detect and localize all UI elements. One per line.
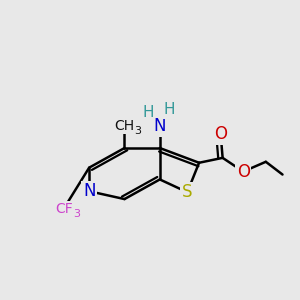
Text: H: H: [164, 102, 176, 117]
Text: CH: CH: [114, 119, 134, 134]
Text: N: N: [83, 182, 95, 200]
Text: N: N: [154, 117, 166, 135]
Text: 3: 3: [74, 208, 80, 219]
Text: 3: 3: [134, 126, 141, 136]
Text: CF: CF: [55, 202, 73, 216]
Text: O: O: [214, 125, 227, 143]
Text: H: H: [142, 105, 154, 120]
Text: O: O: [237, 163, 250, 181]
Text: S: S: [182, 183, 193, 201]
